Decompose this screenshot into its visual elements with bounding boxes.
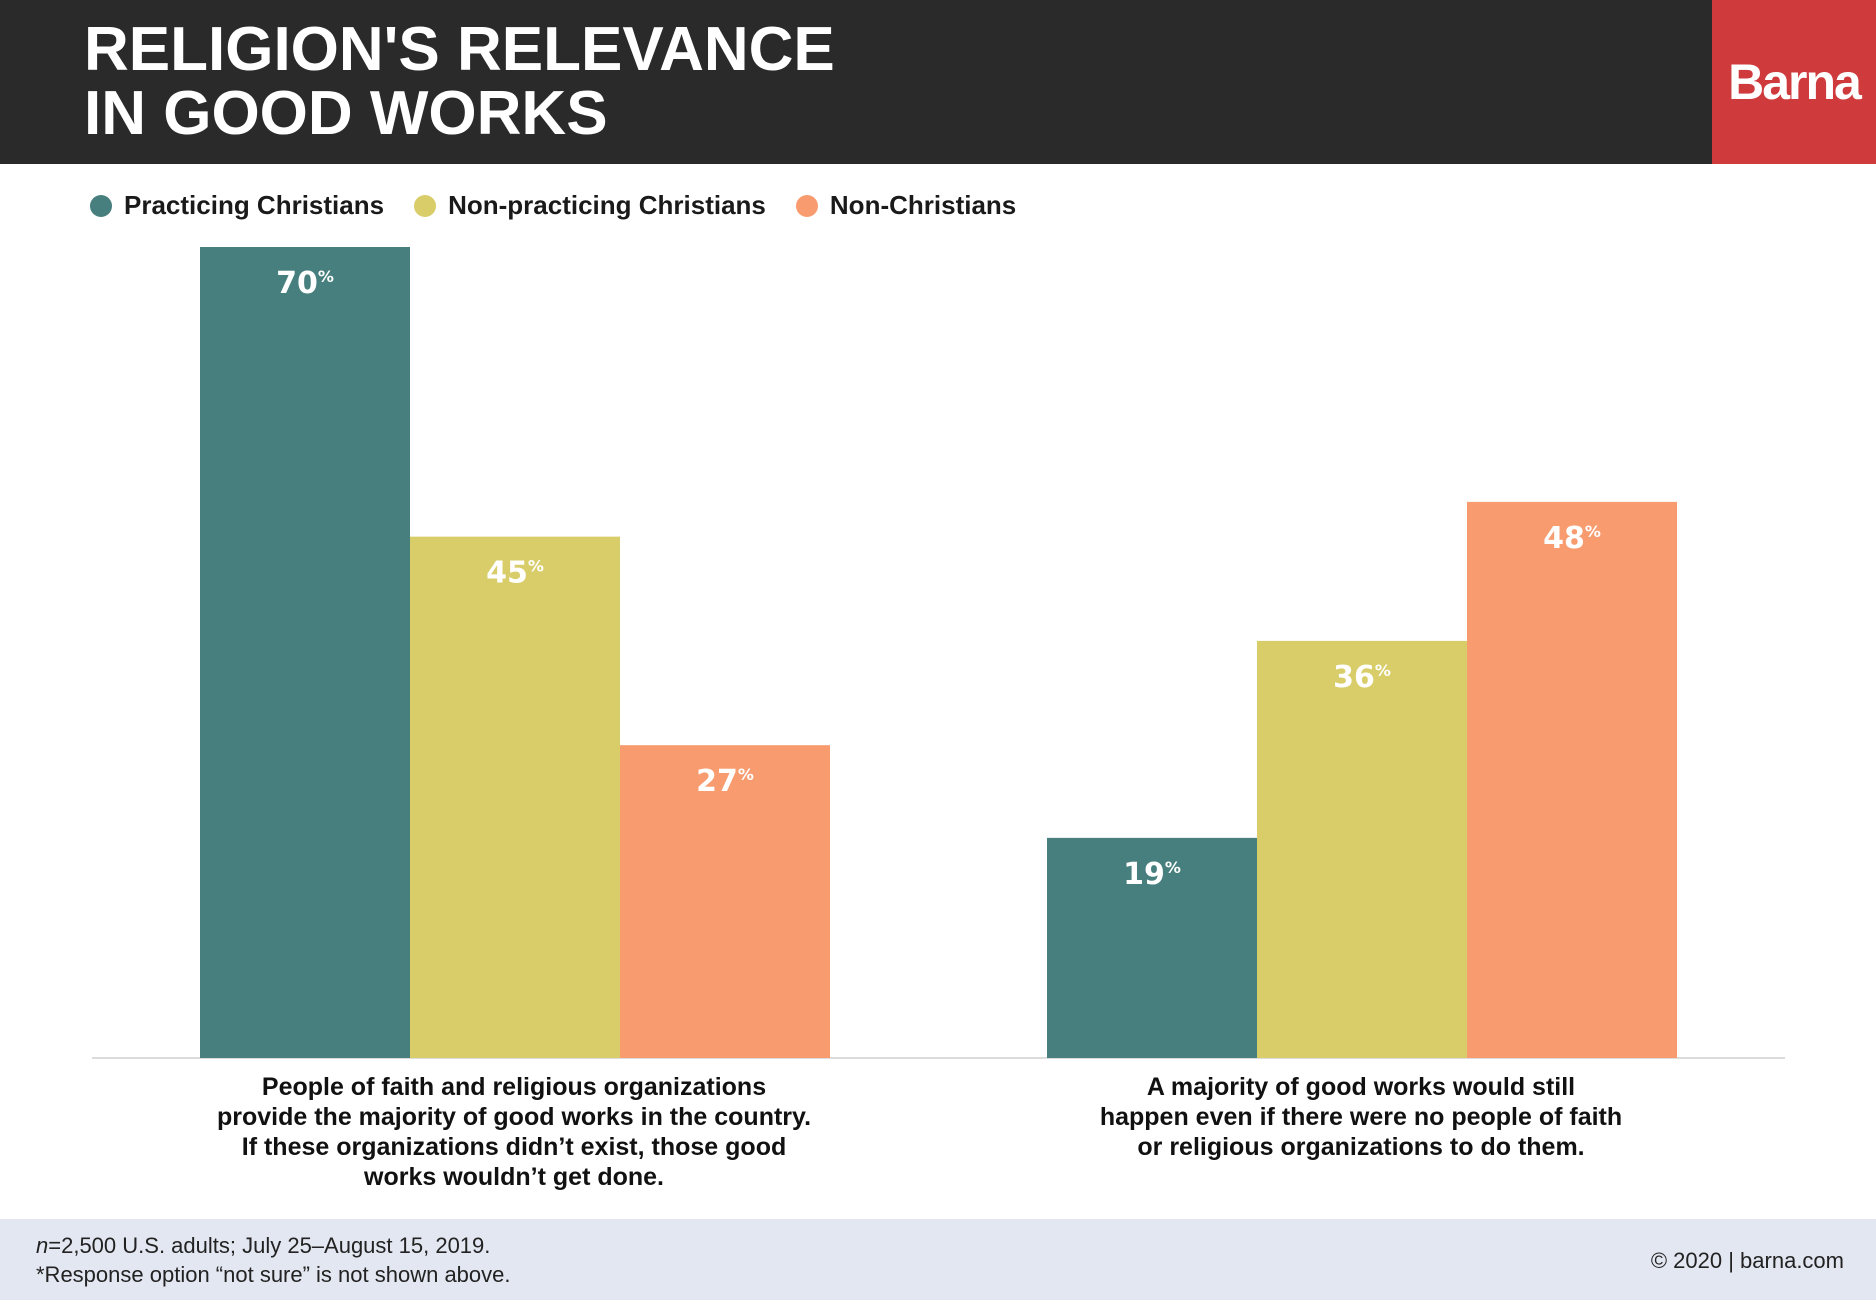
logo-text: Barna	[1728, 54, 1862, 110]
bar-non-practicing-1	[410, 536, 620, 1058]
sample-note-text: =2,500 U.S. adults; July 25–August 15, 2…	[48, 1233, 491, 1258]
bar-value-percent: %	[1585, 522, 1601, 541]
bar-non-christians-1	[620, 745, 830, 1058]
category-label-line: or religious organizations to do them.	[1137, 1133, 1585, 1161]
copyright: © 2020 | barna.com	[1650, 1248, 1844, 1273]
bar-non-christians-2	[1467, 501, 1677, 1058]
bar-chart: 70%19%45%36%27%48%	[92, 247, 1785, 1059]
legend-item-non-practicing: Non-practicing Christians	[414, 190, 766, 221]
legend-label-practicing: Practicing Christians	[124, 190, 385, 220]
barna-logo: Barna	[1712, 0, 1876, 164]
category-label-line: People of faith and religious organizati…	[261, 1073, 767, 1101]
bar-value-percent: %	[318, 267, 334, 286]
bar-value-label-non-christians-2: 48%	[1543, 521, 1601, 556]
chart-legend: Practicing Christians Non-practicing Chr…	[90, 190, 1046, 221]
bar-value-percent: %	[528, 557, 544, 576]
legend-label-non-practicing: Non-practicing Christians	[448, 190, 766, 220]
category-label-line: A majority of good works would still	[1146, 1073, 1576, 1101]
bar-value-percent: %	[1165, 858, 1181, 877]
bar-value-label-practicing-2: 19%	[1123, 857, 1181, 892]
bar-value-label-non-christians-1: 27%	[696, 764, 754, 799]
legend-dot-non-christians	[795, 194, 818, 217]
footer: n=2,500 U.S. adults; July 25–August 15, …	[0, 1219, 1876, 1300]
bar-value-label-non-practicing-1: 45%	[486, 556, 544, 591]
title-line-2: IN GOOD WORKS	[84, 79, 608, 148]
legend-dot-non-practicing	[414, 194, 437, 217]
bar-practicing-2	[1047, 837, 1257, 1058]
legend-dot-practicing	[90, 194, 112, 217]
category-label-line: happen even if there were no people of f…	[1099, 1103, 1623, 1131]
sample-note-n: n	[36, 1233, 49, 1258]
title-line-1: RELIGION'S RELEVANCE	[84, 15, 835, 84]
category-label-line: If these organizations didn’t exist, tho…	[241, 1133, 787, 1161]
bar-value-number: 48	[1543, 521, 1585, 556]
legend-item-practicing: Practicing Christians	[90, 190, 384, 221]
bar-value-number: 27	[696, 764, 738, 799]
bar-value-percent: %	[738, 765, 754, 784]
sample-note: n=2,500 U.S. adults; July 25–August 15, …	[36, 1233, 490, 1259]
page-title: RELIGION'S RELEVANCE IN GOOD WORKS	[84, 18, 835, 146]
bar-value-number: 36	[1333, 660, 1375, 695]
category-label-line: works wouldn’t get done.	[364, 1163, 664, 1191]
bar-value-label-non-practicing-2: 36%	[1333, 660, 1391, 695]
bar-value-number: 70	[276, 266, 318, 301]
legend-label-non-christians: Non-Christians	[829, 190, 1017, 220]
category-label-line: provide the majority of good works in th…	[216, 1103, 812, 1131]
bar-value-number: 19	[1123, 857, 1165, 892]
bar-non-practicing-2	[1257, 640, 1467, 1058]
bar-value-label-practicing-1: 70%	[276, 266, 334, 301]
bar-group: 70%19%45%36%27%48%	[200, 247, 1677, 1058]
legend-item-non-christians: Non-Christians	[795, 190, 1017, 221]
header-banner: RELIGION'S RELEVANCE IN GOOD WORKS Barna	[0, 0, 1876, 164]
bar-practicing-1	[200, 247, 410, 1058]
category-label-1: People of faith and religious organizati…	[164, 1072, 864, 1192]
bar-value-percent: %	[1375, 661, 1391, 680]
bar-value-number: 45	[486, 556, 528, 591]
response-note: *Response option “not sure” is not shown…	[36, 1262, 511, 1287]
category-label-2: A majority of good works would still happ…	[1011, 1072, 1711, 1162]
